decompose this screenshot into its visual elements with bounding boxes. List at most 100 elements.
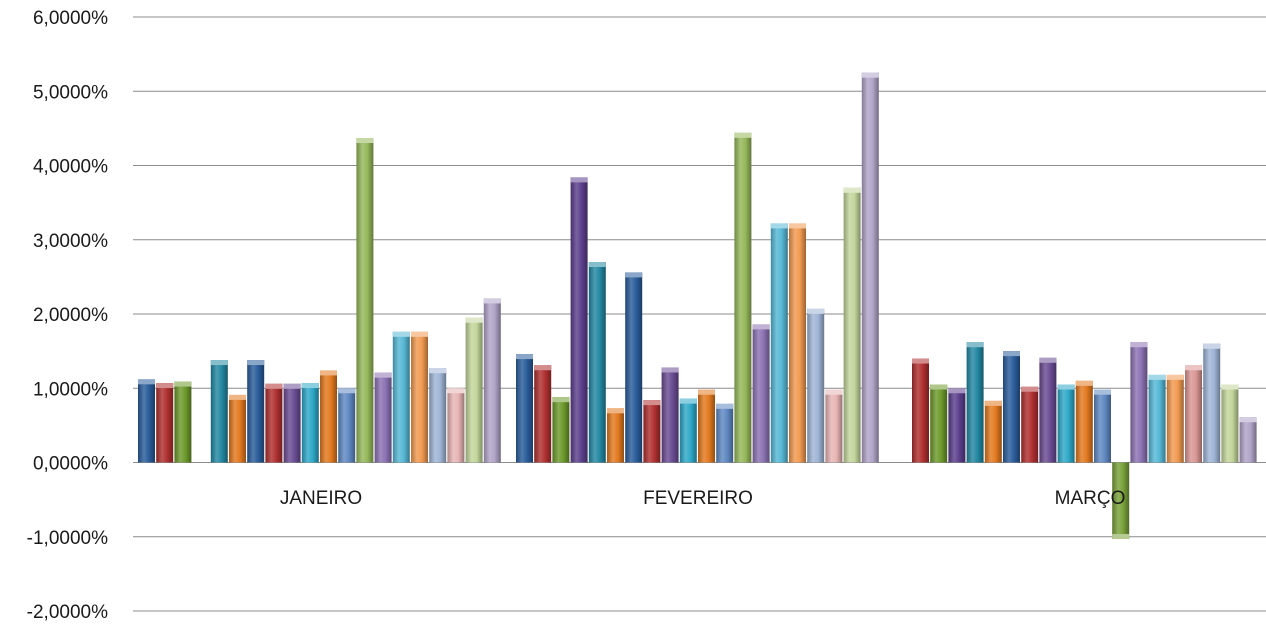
y-tick-label: -1,0000%: [27, 528, 108, 549]
bar-bevel: [966, 342, 984, 348]
bar-bevel: [320, 370, 337, 376]
bar: [807, 308, 825, 463]
bar-bevel: [789, 223, 806, 229]
bar: [930, 384, 948, 463]
y-tick-label: 1,0000%: [33, 379, 108, 400]
bar: [752, 324, 770, 463]
bar-bevel: [607, 408, 624, 414]
bar-bevel: [625, 272, 643, 278]
bar-bevel: [1003, 351, 1020, 357]
bar-bevel: [356, 138, 374, 144]
category-label: FEVEREIRO: [643, 488, 753, 509]
bar: [247, 360, 265, 463]
bar: [1039, 357, 1057, 463]
bar-bevel: [861, 72, 879, 78]
bar: [861, 72, 879, 463]
bar-bevel: [1130, 342, 1148, 348]
bar-bevel: [1203, 343, 1221, 349]
bar-bevel: [698, 389, 715, 395]
bar-bevel: [338, 388, 356, 394]
bar-bevel: [1075, 380, 1093, 386]
bar: [984, 400, 1002, 463]
bar-bevel: [716, 403, 734, 409]
bar: [516, 354, 533, 463]
bar-bevel: [411, 331, 428, 337]
bar-bevel: [752, 324, 770, 330]
bar: [174, 381, 192, 463]
bar-bevel: [283, 383, 301, 389]
bar-bevel: [825, 389, 843, 395]
bar-bevel: [1221, 384, 1239, 390]
y-tick-label: 3,0000%: [33, 231, 108, 252]
category-label: JANEIRO: [280, 488, 362, 509]
y-tick-label: 2,0000%: [33, 305, 108, 326]
bar-bevel: [483, 298, 501, 304]
bar-bevel: [1057, 384, 1075, 390]
bar: [948, 388, 966, 463]
bar: [429, 368, 447, 463]
bar: [1239, 417, 1257, 463]
bar: [1130, 342, 1148, 463]
bar: [789, 223, 806, 463]
y-tick-label: 0,0000%: [33, 454, 108, 475]
bar-bevel: [643, 400, 661, 406]
bar: [338, 388, 356, 463]
bar-bevel: [1021, 386, 1039, 392]
bar: [138, 379, 155, 463]
y-tick-label: 5,0000%: [33, 82, 108, 103]
bar: [411, 331, 428, 463]
bar: [588, 262, 606, 463]
bar: [661, 367, 679, 463]
bar-bevel: [265, 383, 283, 389]
bar: [283, 383, 301, 463]
bar-bevel: [1185, 365, 1202, 371]
bar: [825, 389, 843, 463]
bar-bevel: [912, 358, 929, 364]
bar-bevel: [948, 388, 966, 394]
bar-bevel: [661, 367, 679, 373]
bars: [138, 72, 1257, 539]
bar: [1057, 384, 1075, 463]
bar: [912, 358, 929, 463]
bar: [1185, 365, 1202, 463]
bar-bevel: [374, 372, 392, 378]
bar-bevel: [229, 394, 246, 400]
bar: [1112, 462, 1130, 539]
bar-bevel: [429, 368, 447, 374]
bar: [552, 397, 570, 463]
bar-bevel: [174, 381, 192, 387]
gridlines: [133, 16, 1266, 612]
bar-bevel: [1112, 533, 1130, 539]
bar: [301, 383, 319, 463]
bar: [374, 372, 392, 463]
bar: [210, 360, 228, 463]
bar: [625, 272, 643, 463]
bar-bevel: [1166, 374, 1184, 380]
bar-bevel: [156, 383, 174, 389]
bar-bevel: [770, 223, 788, 229]
bar: [534, 365, 552, 463]
bar: [1221, 384, 1239, 463]
bar: [447, 388, 465, 463]
bar-bevel: [534, 365, 552, 371]
bar: [698, 389, 715, 463]
bar: [356, 138, 374, 463]
bar: [1003, 351, 1020, 463]
bar: [1021, 386, 1039, 463]
bar: [156, 383, 174, 463]
bar-bevel: [465, 317, 483, 323]
bar-bevel: [734, 132, 752, 138]
bar-bevel: [392, 331, 410, 337]
bar-bevel: [679, 398, 697, 404]
bar: [1148, 374, 1166, 463]
bar-bevel: [1039, 357, 1057, 363]
bar: [483, 298, 501, 463]
bar-bevel: [210, 360, 228, 366]
bar-bevel: [984, 400, 1002, 406]
y-tick-label: 4,0000%: [33, 157, 108, 178]
bar: [734, 132, 752, 463]
bar: [643, 400, 661, 463]
y-tick-label: -2,0000%: [27, 602, 108, 623]
bar: [843, 187, 861, 463]
